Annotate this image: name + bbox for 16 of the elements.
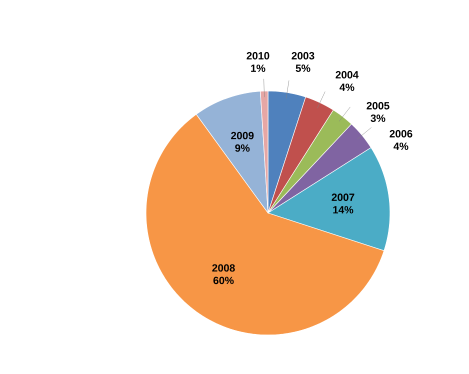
data-label: 14% [333, 206, 354, 214]
slice-label: 2005 [366, 102, 390, 110]
slice-label: 2004 [336, 71, 359, 78]
data-label: 1% [251, 64, 266, 72]
data-label: 60% [213, 276, 234, 284]
slice-label: 2007 [332, 194, 354, 201]
slice-label: 2010 [246, 52, 270, 60]
slice-label: 2006 [390, 130, 412, 138]
slice-label: 2009 [231, 132, 254, 140]
data-label: 5% [296, 64, 310, 72]
data-label: 4% [340, 84, 354, 91]
data-label: 9% [235, 144, 250, 152]
data-label: 4% [394, 142, 408, 150]
slice-label: 2008 [212, 264, 235, 272]
data-label: 3% [370, 114, 386, 122]
slice-label: 2003 [292, 52, 314, 60]
